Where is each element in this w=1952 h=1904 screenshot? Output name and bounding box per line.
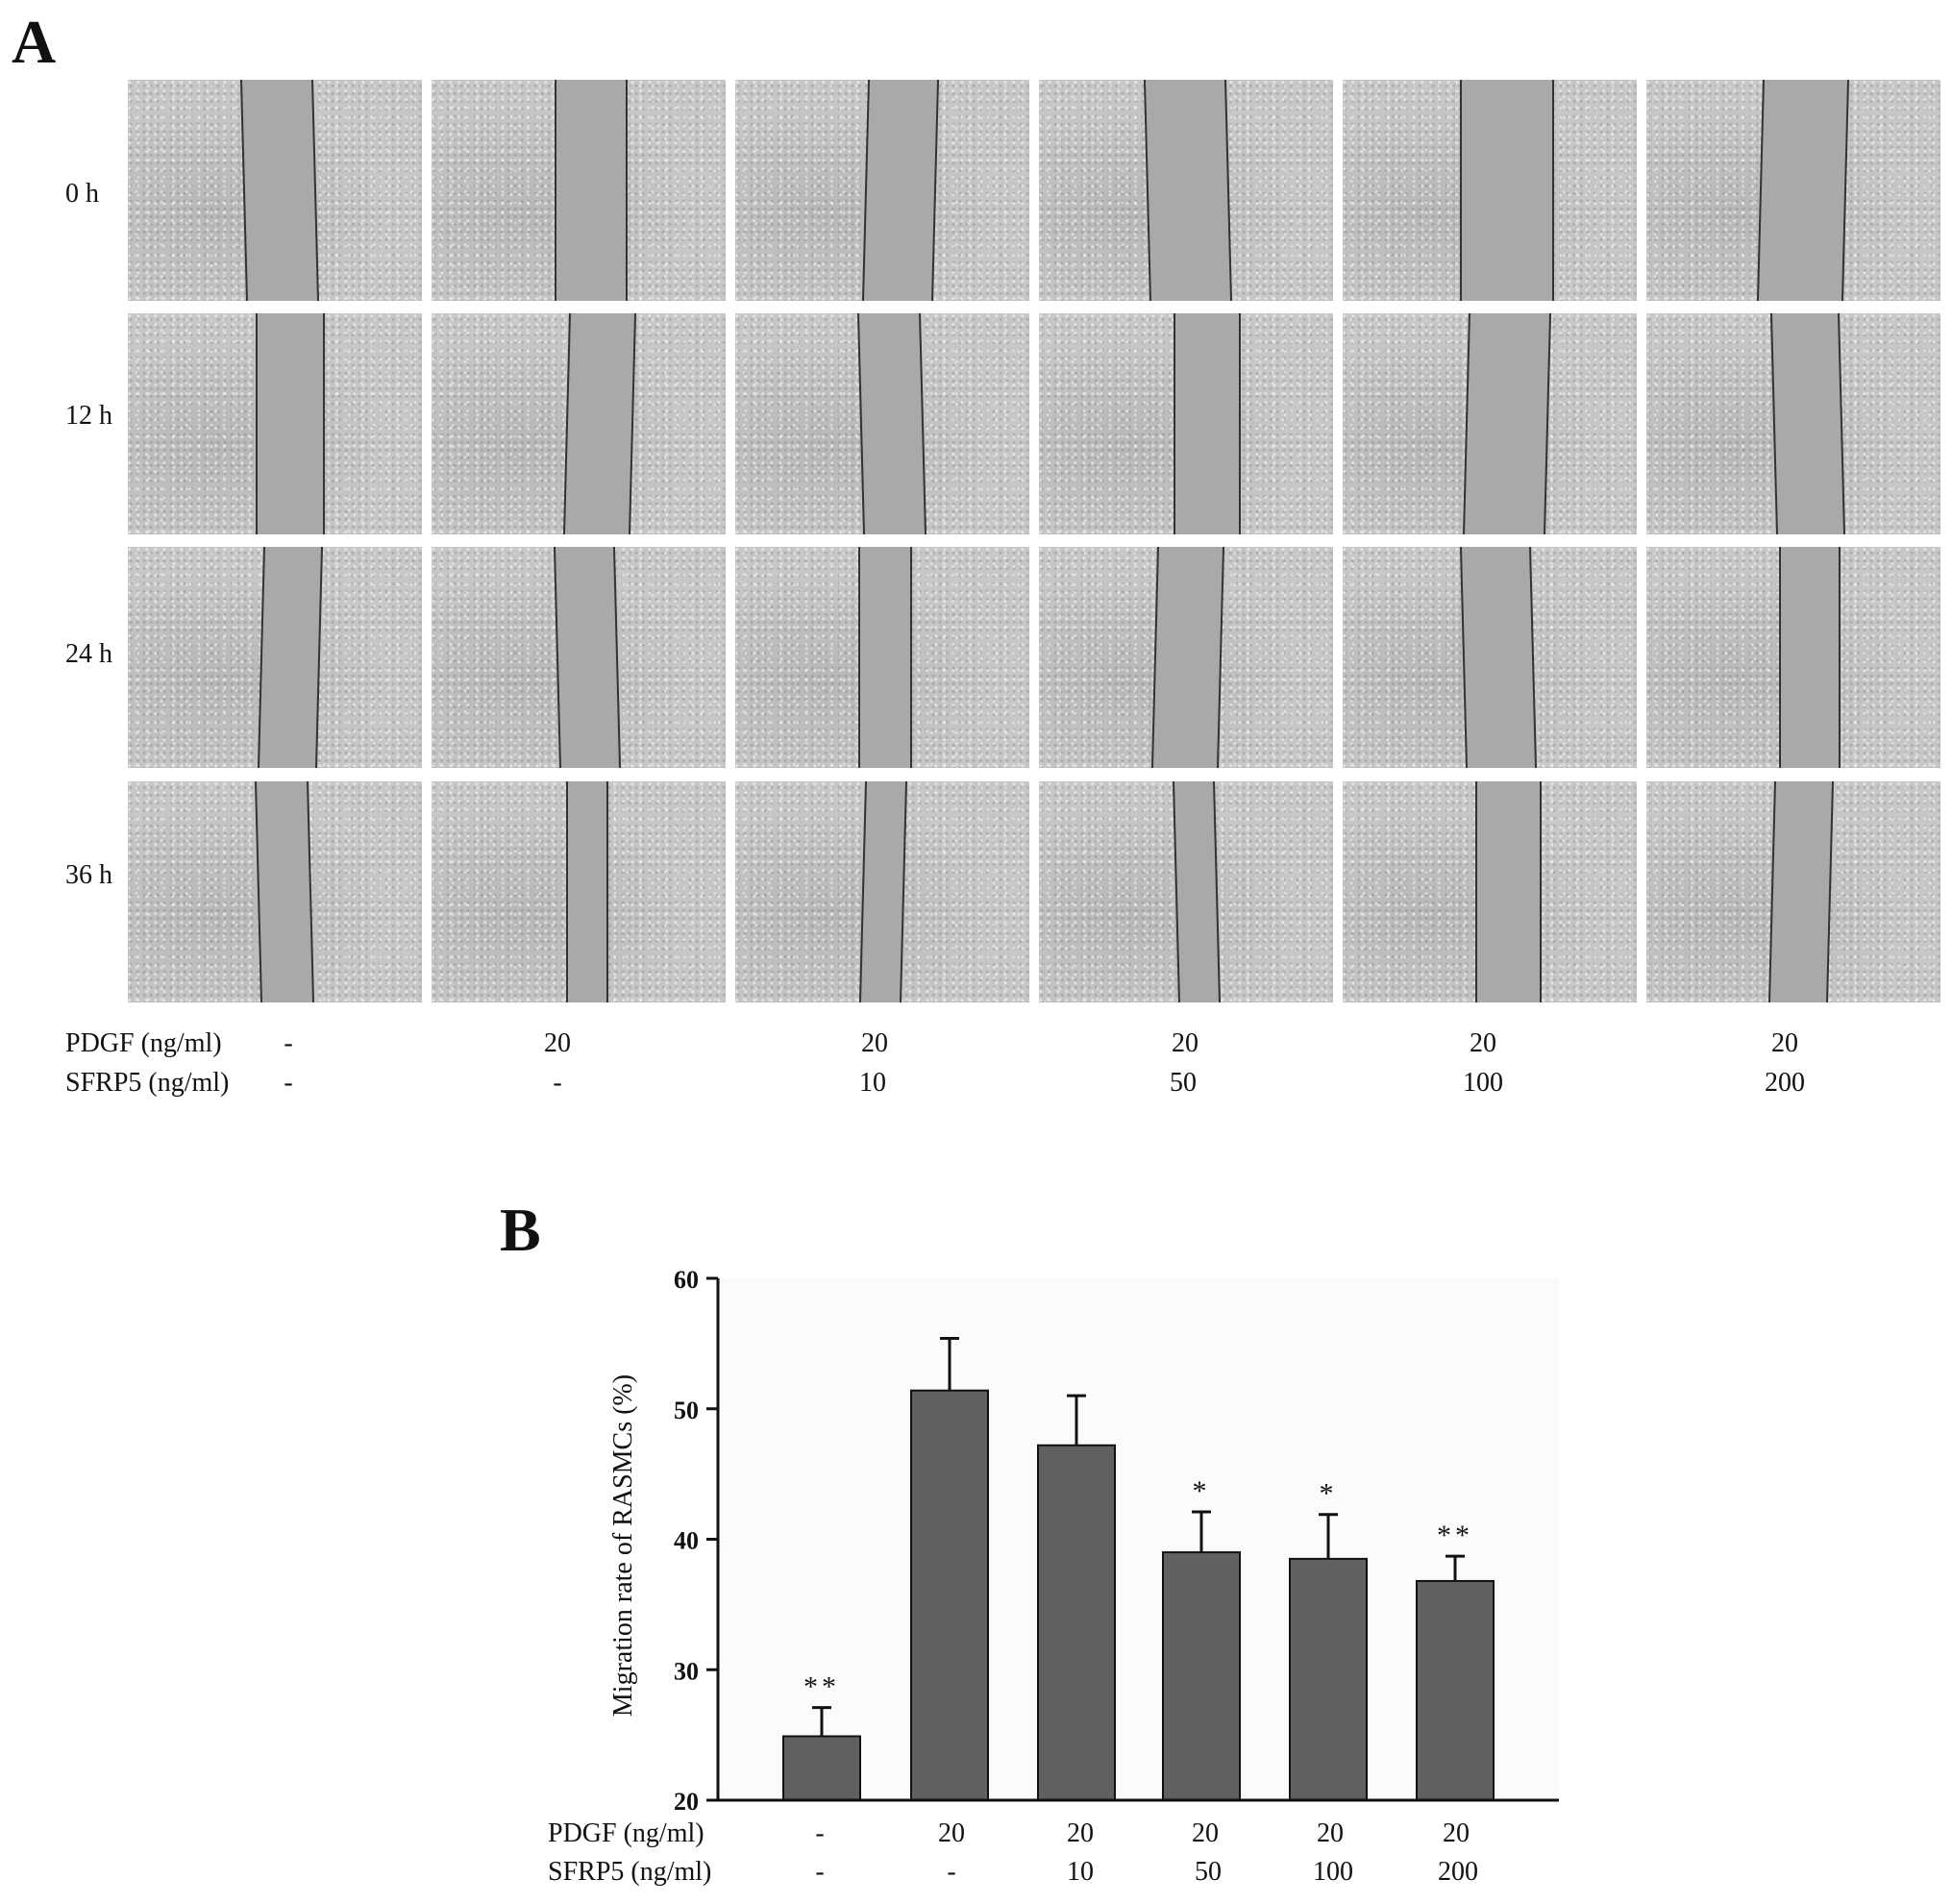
y-axis-label: Migration rate of RASMCs (%) <box>608 1374 638 1717</box>
row-label-24h: 24 h <box>65 639 112 669</box>
micrograph-image <box>1039 80 1333 301</box>
pdgf-value-a: 20 <box>1470 1028 1496 1058</box>
micrograph-image <box>1343 80 1637 301</box>
bar <box>1037 1444 1116 1801</box>
sfrp5-label-b: SFRP5 (ng/ml) <box>548 1857 712 1887</box>
scratch-wound <box>1779 547 1841 768</box>
scratch-wound <box>858 547 912 768</box>
micrograph-image <box>735 80 1029 301</box>
sfrp5-value-a: - <box>284 1068 293 1098</box>
pdgf-value-a: 20 <box>1172 1028 1198 1058</box>
bar <box>782 1735 861 1802</box>
scratch-wound <box>1174 313 1241 534</box>
significance-marker: * <box>1320 1478 1338 1510</box>
pdgf-value-b: 20 <box>938 1818 965 1848</box>
micrograph-image <box>1646 80 1940 301</box>
scratch-wound <box>1475 781 1542 1002</box>
micrograph-image <box>1646 781 1940 1002</box>
pdgf-value-a: 20 <box>544 1028 571 1058</box>
row-label-0h: 0 h <box>65 179 99 209</box>
sfrp5-value-b: 10 <box>1067 1857 1094 1887</box>
micrograph-image <box>1039 313 1333 534</box>
micrograph-image <box>735 781 1029 1002</box>
sfrp5-value-a: 10 <box>859 1068 886 1098</box>
pdgf-value-a: - <box>284 1028 293 1058</box>
significance-marker: * <box>1193 1475 1211 1507</box>
row-label-36h: 36 h <box>65 860 112 890</box>
micrograph-image <box>1343 313 1637 534</box>
sfrp5-value-a: 200 <box>1765 1068 1805 1098</box>
significance-marker: ** <box>803 1671 840 1703</box>
panel-a-letter: A <box>12 8 57 76</box>
y-tick-label: 60 <box>674 1266 699 1294</box>
bar <box>1162 1551 1241 1801</box>
sfrp5-label-a: SFRP5 (ng/ml) <box>65 1068 230 1098</box>
micrograph-image <box>1039 547 1333 768</box>
micrograph-image <box>128 80 422 301</box>
bar <box>910 1389 989 1801</box>
y-tick-label: 30 <box>674 1657 699 1685</box>
scratch-wound <box>256 313 325 534</box>
sfrp5-value-b: - <box>947 1857 956 1887</box>
pdgf-value-b: - <box>815 1818 825 1848</box>
pdgf-label-b: PDGF (ng/ml) <box>548 1818 704 1848</box>
sfrp5-value-a: 100 <box>1463 1068 1503 1098</box>
y-tick-label: 40 <box>674 1527 699 1555</box>
pdgf-value-a: 20 <box>1771 1028 1798 1058</box>
sfrp5-value-b: 200 <box>1438 1857 1478 1887</box>
pdgf-value-a: 20 <box>861 1028 888 1058</box>
scratch-wound <box>566 781 608 1002</box>
row-label-12h: 12 h <box>65 401 112 431</box>
sfrp5-value-b: - <box>815 1857 825 1887</box>
micrograph-image <box>1343 781 1637 1002</box>
micrograph-image <box>432 80 726 301</box>
sfrp5-value-b: 50 <box>1195 1857 1222 1887</box>
pdgf-value-b: 20 <box>1192 1818 1219 1848</box>
sfrp5-value-b: 100 <box>1313 1857 1353 1887</box>
micrograph-image <box>735 547 1029 768</box>
sfrp5-value-a: - <box>553 1068 562 1098</box>
pdgf-value-b: 20 <box>1317 1818 1344 1848</box>
sfrp5-value-a: 50 <box>1170 1068 1197 1098</box>
micrograph-grid <box>128 80 1942 1002</box>
bar <box>1416 1579 1495 1801</box>
scratch-wound <box>1460 80 1554 301</box>
micrograph-image <box>128 313 422 534</box>
micrograph-image <box>432 313 726 534</box>
scratch-wound <box>555 80 628 301</box>
micrograph-image <box>1343 547 1637 768</box>
micrograph-image <box>735 313 1029 534</box>
micrograph-image <box>1646 547 1940 768</box>
pdgf-value-b: 20 <box>1443 1818 1470 1848</box>
significance-marker: ** <box>1437 1520 1473 1551</box>
panel-b-letter: B <box>500 1196 541 1264</box>
micrograph-image <box>432 547 726 768</box>
micrograph-image <box>128 781 422 1002</box>
pdgf-label-a: PDGF (ng/ml) <box>65 1028 222 1058</box>
y-tick-label: 20 <box>674 1788 699 1816</box>
y-tick-label: 50 <box>674 1397 699 1424</box>
micrograph-image <box>1646 313 1940 534</box>
pdgf-value-b: 20 <box>1067 1818 1094 1848</box>
micrograph-image <box>432 781 726 1002</box>
micrograph-image <box>1039 781 1333 1002</box>
bar <box>1289 1557 1368 1802</box>
micrograph-image <box>128 547 422 768</box>
